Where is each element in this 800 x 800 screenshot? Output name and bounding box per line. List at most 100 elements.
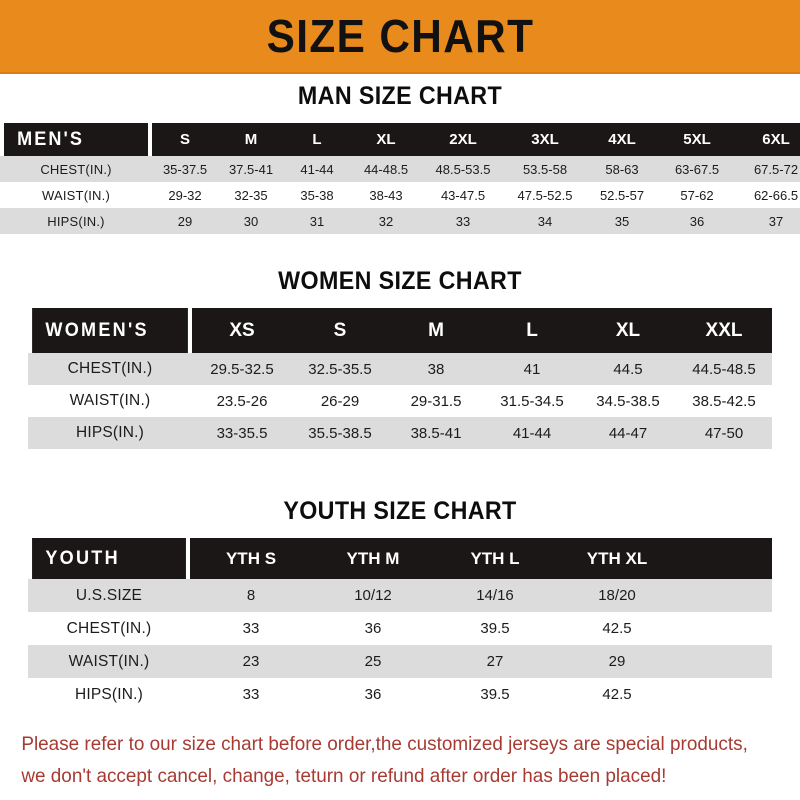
women-section-title: WOMEN SIZE CHART	[278, 267, 522, 295]
youth-cell: 14/16	[434, 579, 556, 612]
women-header-row: WOMEN'S XS S M L XL XXL	[28, 308, 772, 353]
youth-cell: 42.5	[556, 612, 678, 645]
youth-cell-spacer	[678, 579, 772, 612]
youth-cell-spacer	[678, 645, 772, 678]
youth-cell: 33	[190, 678, 312, 711]
page-title: SIZE CHART	[266, 10, 534, 62]
youth-size-header: YTH XL	[556, 538, 678, 579]
men-cell: 37	[736, 208, 800, 234]
men-table-wrap: MEN'S S M L XL 2XL 3XL 4XL 5XL 6XL CHEST	[0, 123, 800, 234]
table-row: WAIST(IN.) 23 25 27 29	[28, 645, 772, 678]
youth-cell: 18/20	[556, 579, 678, 612]
women-cell: 34.5-38.5	[580, 385, 676, 417]
men-cell: 58-63	[586, 156, 658, 182]
men-cell: 43-47.5	[422, 182, 504, 208]
youth-header-row: YOUTH YTH S YTH M YTH L YTH XL	[28, 538, 772, 579]
men-cell: 30	[218, 208, 284, 234]
youth-cell: 27	[434, 645, 556, 678]
men-size-header: 3XL	[504, 123, 586, 156]
men-cell: 37.5-41	[218, 156, 284, 182]
women-cell: 29.5-32.5	[192, 353, 292, 385]
men-size-header: L	[284, 123, 350, 156]
youth-cell-spacer	[678, 612, 772, 645]
men-cell: 57-62	[658, 182, 736, 208]
youth-row-label: U.S.SIZE	[28, 579, 190, 612]
men-cell: 29-32	[152, 182, 218, 208]
youth-section-title: YOUTH SIZE CHART	[283, 497, 517, 525]
women-corner-label: WOMEN'S	[32, 308, 188, 353]
women-cell: 23.5-26	[192, 385, 292, 417]
youth-row-label: WAIST(IN.)	[28, 645, 190, 678]
youth-row-label: CHEST(IN.)	[28, 612, 190, 645]
youth-cell: 42.5	[556, 678, 678, 711]
women-row-label: CHEST(IN.)	[28, 353, 192, 385]
men-size-header: XL	[350, 123, 422, 156]
youth-cell: 25	[312, 645, 434, 678]
women-section: WOMEN SIZE CHART WOMEN'S XS S M L XL	[0, 267, 800, 449]
page-banner: SIZE CHART	[0, 0, 800, 74]
men-size-header: S	[152, 123, 218, 156]
youth-corner-label: YOUTH	[32, 538, 186, 579]
women-row-label: WAIST(IN.)	[28, 385, 192, 417]
men-cell: 38-43	[350, 182, 422, 208]
men-cell: 29	[152, 208, 218, 234]
women-cell: 35.5-38.5	[292, 417, 388, 449]
youth-cell: 10/12	[312, 579, 434, 612]
return-policy-line-1: Please refer to our size chart before or…	[21, 733, 748, 755]
women-size-header: M	[388, 308, 484, 353]
table-row: HIPS(IN.) 33 36 39.5 42.5	[28, 678, 772, 711]
men-cell: 36	[658, 208, 736, 234]
men-cell: 63-67.5	[658, 156, 736, 182]
men-size-header: 6XL	[736, 123, 800, 156]
women-cell: 44.5-48.5	[676, 353, 772, 385]
men-cell: 41-44	[284, 156, 350, 182]
youth-size-header: YTH L	[434, 538, 556, 579]
men-cell: 52.5-57	[586, 182, 658, 208]
women-cell: 44-47	[580, 417, 676, 449]
men-cell: 44-48.5	[350, 156, 422, 182]
men-cell: 32	[350, 208, 422, 234]
women-cell: 38	[388, 353, 484, 385]
men-cell: 32-35	[218, 182, 284, 208]
youth-cell: 36	[312, 678, 434, 711]
youth-section: YOUTH SIZE CHART YOUTH YTH S YTH M YTH L…	[0, 497, 800, 711]
men-cell: 35-37.5	[152, 156, 218, 182]
men-section: MAN SIZE CHART MEN'S S M L XL 2XL	[0, 82, 800, 234]
men-cell: 67.5-72	[736, 156, 800, 182]
women-size-header: S	[292, 308, 388, 353]
men-cell: 33	[422, 208, 504, 234]
men-header-row: MEN'S S M L XL 2XL 3XL 4XL 5XL 6XL	[0, 123, 800, 156]
youth-cell: 29	[556, 645, 678, 678]
men-row-label: HIPS(IN.)	[0, 208, 152, 234]
youth-row-label: HIPS(IN.)	[28, 678, 190, 711]
return-policy-line-2: we don't accept cancel, change, teturn o…	[21, 765, 667, 787]
table-row: WAIST(IN.) 23.5-26 26-29 29-31.5 31.5-34…	[28, 385, 772, 417]
men-section-title: MAN SIZE CHART	[297, 82, 503, 110]
men-cell: 48.5-53.5	[422, 156, 504, 182]
women-cell: 29-31.5	[388, 385, 484, 417]
women-size-header: XS	[192, 308, 292, 353]
men-cell: 31	[284, 208, 350, 234]
table-row: CHEST(IN.) 33 36 39.5 42.5	[28, 612, 772, 645]
women-cell: 33-35.5	[192, 417, 292, 449]
table-row: U.S.SIZE 8 10/12 14/16 18/20	[28, 579, 772, 612]
table-row: HIPS(IN.) 33-35.5 35.5-38.5 38.5-41 41-4…	[28, 417, 772, 449]
women-cell: 32.5-35.5	[292, 353, 388, 385]
youth-cell-spacer	[678, 678, 772, 711]
women-cell: 41	[484, 353, 580, 385]
return-policy-note: Please refer to our size chart before or…	[0, 728, 776, 792]
men-size-table: MEN'S S M L XL 2XL 3XL 4XL 5XL 6XL CHEST	[0, 123, 800, 234]
table-row: CHEST(IN.) 29.5-32.5 32.5-35.5 38 41 44.…	[28, 353, 772, 385]
women-cell: 44.5	[580, 353, 676, 385]
youth-cell: 33	[190, 612, 312, 645]
table-row: CHEST(IN.) 35-37.5 37.5-41 41-44 44-48.5…	[0, 156, 800, 182]
men-size-header: 2XL	[422, 123, 504, 156]
youth-cell: 8	[190, 579, 312, 612]
women-size-table: WOMEN'S XS S M L XL XXL CHEST(IN.) 29.5-…	[28, 308, 772, 449]
men-size-header: 5XL	[658, 123, 736, 156]
table-row: HIPS(IN.) 29 30 31 32 33 34 35 36 37	[0, 208, 800, 234]
men-size-header: M	[218, 123, 284, 156]
table-row: WAIST(IN.) 29-32 32-35 35-38 38-43 43-47…	[0, 182, 800, 208]
women-cell: 38.5-42.5	[676, 385, 772, 417]
